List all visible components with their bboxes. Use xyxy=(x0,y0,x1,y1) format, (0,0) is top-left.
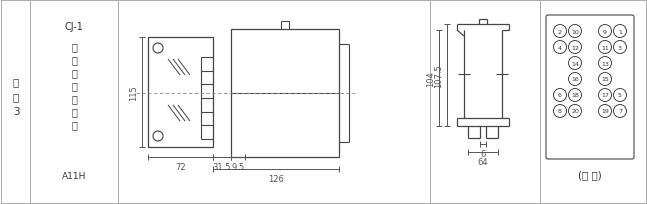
Text: 64: 64 xyxy=(477,157,488,166)
Text: 凸: 凸 xyxy=(71,42,77,52)
Text: 16: 16 xyxy=(571,77,579,82)
Text: 6: 6 xyxy=(558,93,562,98)
Text: 115: 115 xyxy=(129,85,138,100)
Text: 9: 9 xyxy=(603,29,607,34)
Text: 出: 出 xyxy=(71,55,77,65)
Text: A11H: A11H xyxy=(62,171,86,180)
Text: 126: 126 xyxy=(268,174,284,183)
Text: (背 视): (背 视) xyxy=(578,169,602,179)
Text: 72: 72 xyxy=(175,162,186,171)
Bar xyxy=(231,30,339,157)
Text: 31.5: 31.5 xyxy=(213,162,231,171)
Text: CJ-1: CJ-1 xyxy=(65,22,83,32)
Text: 1: 1 xyxy=(618,29,622,34)
Text: 13: 13 xyxy=(601,61,609,66)
Text: 15: 15 xyxy=(601,77,609,82)
Text: 6: 6 xyxy=(480,149,486,158)
Text: 8: 8 xyxy=(558,109,562,114)
Text: 接: 接 xyxy=(71,106,77,116)
Text: 5: 5 xyxy=(618,93,622,98)
Text: 7: 7 xyxy=(618,109,622,114)
Text: 板: 板 xyxy=(71,81,77,91)
Text: 104: 104 xyxy=(426,71,435,86)
Text: 9.5: 9.5 xyxy=(232,162,245,171)
Text: 20: 20 xyxy=(571,109,579,114)
Text: 18: 18 xyxy=(571,93,579,98)
Text: 线: 线 xyxy=(71,119,77,129)
Text: 3: 3 xyxy=(618,45,622,50)
Text: 附: 附 xyxy=(13,77,19,86)
Text: 图: 图 xyxy=(13,92,19,102)
Bar xyxy=(148,38,213,147)
Text: 12: 12 xyxy=(571,45,579,50)
Text: 10: 10 xyxy=(571,29,579,34)
Text: 后: 后 xyxy=(71,94,77,103)
Text: 19: 19 xyxy=(601,109,609,114)
Text: 17: 17 xyxy=(601,93,609,98)
Text: 3: 3 xyxy=(13,106,19,116)
Text: 14: 14 xyxy=(571,61,579,66)
Text: 107.5: 107.5 xyxy=(434,64,443,88)
Text: 11: 11 xyxy=(601,45,609,50)
Text: 4: 4 xyxy=(558,45,562,50)
Text: 2: 2 xyxy=(558,29,562,34)
Text: 式: 式 xyxy=(71,68,77,78)
